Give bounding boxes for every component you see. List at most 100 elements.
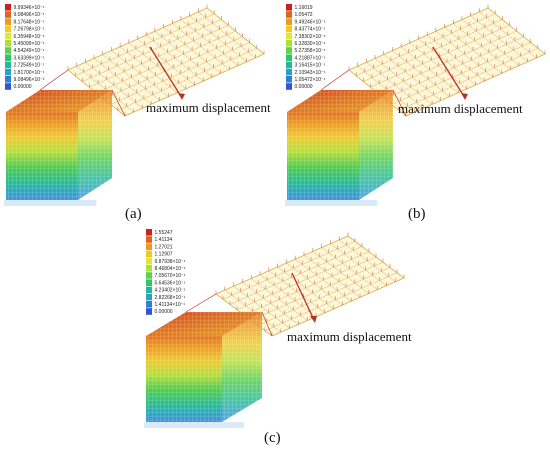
building-model-a — [4, 69, 126, 206]
legend-value: 0.00000 — [295, 84, 313, 90]
legend-value: 1.41134×10⁻¹ — [155, 302, 186, 308]
legend-value: 7.05670×10⁻¹ — [155, 273, 186, 279]
plate-grid-line — [271, 277, 405, 337]
caption-b: (b) — [408, 206, 426, 222]
plate-grid-line — [264, 272, 398, 331]
model-front-grid — [287, 112, 359, 200]
model-base — [4, 200, 97, 206]
legend-value: 9.87938×10⁻¹ — [155, 259, 186, 265]
caption-c: (c) — [264, 430, 281, 446]
link-line — [392, 89, 407, 117]
legend-value: 2.72549×10⁻¹ — [14, 63, 45, 69]
legend-swatch — [5, 54, 11, 61]
annotation-label-a: maximum displacement — [146, 100, 271, 115]
legend-value: 5.64536×10⁻¹ — [155, 280, 186, 286]
legend-value: 8.17648×10⁻¹ — [14, 19, 45, 25]
model-top-grid — [6, 90, 112, 112]
annotation-arrow-a — [149, 46, 183, 99]
arrowhead-b — [461, 93, 468, 100]
legend-swatch — [5, 32, 11, 40]
plate-grid-line — [250, 262, 384, 321]
legend-value: 9.99346×10⁻¹ — [14, 5, 45, 11]
legend-swatch — [286, 11, 292, 18]
legend-value: 1.27021 — [155, 244, 173, 250]
model-top-grid — [146, 312, 262, 336]
legend-value: 1.16019 — [295, 5, 313, 11]
legend-swatch — [5, 61, 11, 69]
arrowhead-c — [310, 316, 317, 323]
annotation-label-b: maximum displacement — [398, 101, 523, 116]
color-legend-a: 9.99346×10⁻¹9.08496×10⁻¹8.17648×10⁻¹ 7.26… — [5, 4, 45, 90]
model-top-grid — [287, 90, 393, 112]
legend-swatch — [286, 40, 292, 47]
model-front-grid — [146, 336, 222, 422]
legend-swatch — [286, 68, 292, 76]
plate-grid-line — [236, 251, 370, 310]
model-base — [144, 422, 244, 428]
legend-swatch — [286, 18, 292, 25]
caption-a: (a) — [125, 206, 142, 222]
legend-swatch — [286, 54, 292, 61]
link-line — [185, 293, 217, 313]
link-line — [320, 69, 350, 91]
legend-swatch — [286, 47, 292, 54]
legend-swatch — [5, 83, 11, 90]
arrowhead-a — [178, 93, 185, 100]
legend-swatch — [5, 11, 11, 18]
link-line — [261, 311, 273, 337]
model-front-grid — [6, 112, 78, 200]
legend-value: 0.00000 — [155, 309, 173, 315]
panel-a: 9.99346×10⁻¹9.08496×10⁻¹8.17648×10⁻¹ 7.26… — [4, 4, 271, 222]
model-side-grid — [359, 90, 393, 200]
legend-value: 4.21887×10⁻¹ — [295, 55, 326, 61]
roof-plate-c — [215, 232, 405, 337]
annotation-arrow-c — [291, 272, 315, 321]
link-line — [39, 69, 69, 91]
legend-value: 1.55247 — [155, 230, 173, 236]
legend-swatch — [286, 83, 292, 90]
legend-swatch — [146, 265, 152, 272]
legend-value: 6.32830×10⁻¹ — [295, 41, 326, 47]
legend-value: 1.05472 — [295, 12, 313, 18]
annotation-arrow-b — [432, 46, 466, 99]
model-side-grid — [222, 312, 262, 422]
building-model-c — [144, 293, 273, 428]
legend-swatch — [5, 47, 11, 54]
legend-swatch — [5, 25, 11, 33]
legend-value: 8.43774×10⁻¹ — [295, 27, 326, 33]
legend-swatch — [146, 279, 152, 286]
legend-value: 1.12907 — [155, 252, 173, 258]
legend-swatch — [146, 301, 152, 308]
legend-value: 1.41134 — [155, 237, 173, 243]
legend-value: 2.10943×10⁻¹ — [295, 70, 326, 76]
legend-value: 2.82268×10⁻¹ — [155, 295, 186, 301]
plate-grid-line — [222, 241, 356, 300]
legend-value: 8.46804×10⁻¹ — [155, 266, 186, 272]
legend-value: 5.45099×10⁻¹ — [14, 41, 45, 47]
legend-swatch — [5, 18, 11, 25]
legend-value: 9.49246×10⁻¹ — [295, 19, 326, 25]
legend-swatch — [5, 68, 11, 76]
legend-swatch — [286, 61, 292, 69]
plate-grid-line — [243, 256, 377, 316]
legend-swatch — [146, 286, 152, 294]
legend-value: 5.27358×10⁻¹ — [295, 48, 326, 54]
legend-value: 1.05472×10⁻¹ — [295, 77, 326, 83]
legend-value: 9.08496×10⁻¹ — [14, 12, 45, 18]
plate-grid-line — [229, 246, 363, 305]
roof-plate-a — [67, 4, 265, 117]
plate-grid-line — [215, 235, 349, 295]
legend-value: 6.35948×10⁻¹ — [14, 34, 45, 40]
legend-swatch — [286, 4, 292, 11]
legend-swatch — [146, 257, 152, 265]
annotation-label-c: maximum displacement — [287, 329, 412, 344]
legend-value: 4.54249×10⁻¹ — [14, 48, 45, 54]
model-side-grid — [78, 90, 112, 200]
legend-value: 9.08496×10⁻² — [14, 77, 45, 83]
legend-swatch — [5, 40, 11, 47]
legend-value: 7.38302×10⁻¹ — [295, 34, 326, 40]
legend-swatch — [146, 250, 152, 258]
